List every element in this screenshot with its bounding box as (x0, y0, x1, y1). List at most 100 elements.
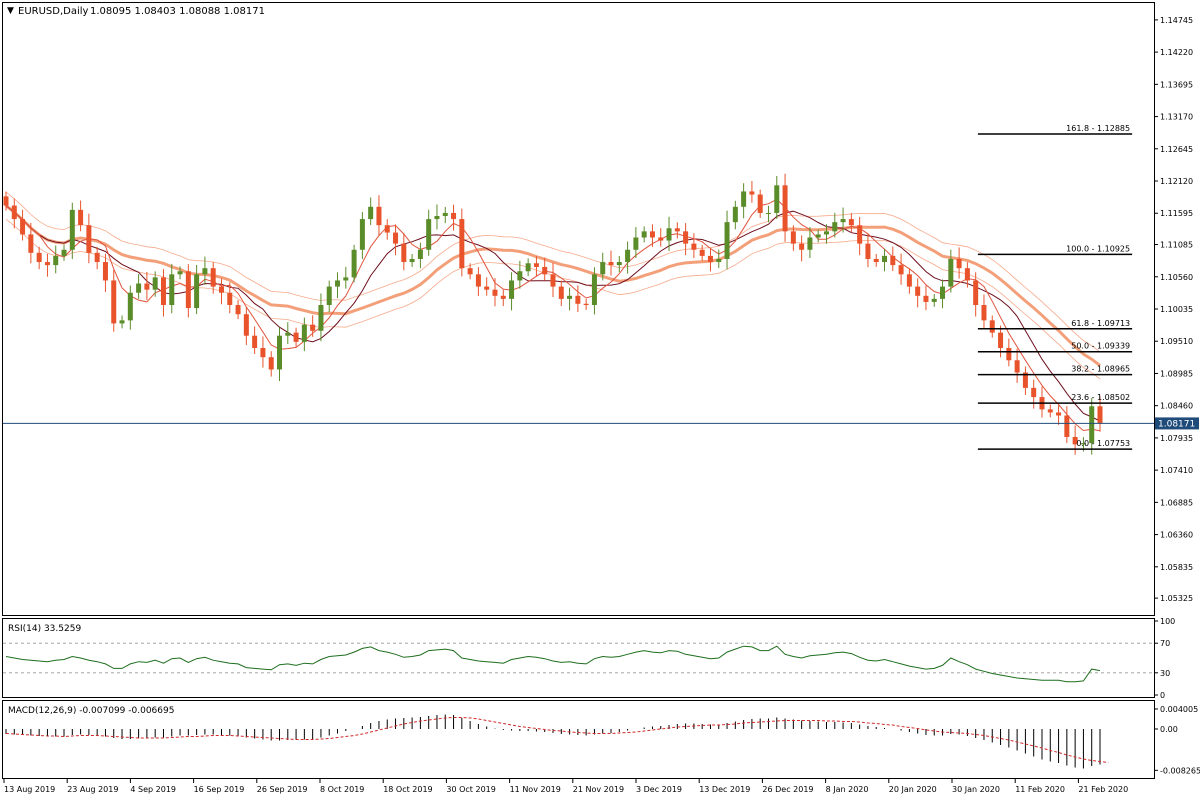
time-tick-label: 11 Nov 2019 (510, 785, 561, 794)
candle-body (857, 225, 863, 244)
rsi-tick-label: 70 (1160, 639, 1170, 648)
candle-body (625, 249, 631, 263)
price-tick-label: 1.12645 (1160, 145, 1193, 154)
price-tick-label: 1.12120 (1160, 177, 1193, 186)
fib-level-label: 0.0 - 1.07753 (1076, 439, 1130, 448)
candle-body (243, 314, 249, 336)
candle-body (343, 277, 349, 281)
candle-body (699, 249, 705, 256)
rsi-tick-label: 0 (1160, 691, 1165, 700)
candle-body (268, 357, 274, 370)
time-tick-label: 16 Sep 2019 (194, 785, 245, 794)
candle-body (765, 212, 771, 214)
time-tick-label: 21 Feb 2020 (1078, 785, 1128, 794)
candle-body (525, 263, 531, 272)
candle-body (368, 206, 374, 220)
rsi-tick-label: 30 (1160, 669, 1170, 678)
candle-body (832, 222, 838, 232)
moving-average-lines (5, 191, 1101, 432)
candle-body (152, 277, 158, 290)
candle-body (36, 252, 42, 263)
time-tick-label: 11 Feb 2020 (1015, 785, 1065, 794)
candle-body (542, 266, 548, 275)
candle-body (20, 219, 26, 235)
candle-body (500, 295, 506, 299)
candle-body (741, 191, 747, 207)
time-tick-label: 21 Nov 2019 (573, 785, 624, 794)
candle-body (981, 305, 987, 321)
candle-body (185, 271, 191, 309)
candle-body (774, 185, 780, 213)
candle-body (202, 268, 208, 275)
candle-body (732, 206, 738, 223)
candle-body (1089, 406, 1095, 444)
current-price-box (1155, 417, 1199, 430)
time-tick-label: 8 Jan 2020 (826, 785, 869, 794)
symbol-title: EURUSD,Daily (18, 6, 89, 17)
candle-body (467, 268, 473, 275)
macd-panel-frame (2, 700, 1155, 779)
candle-body (840, 219, 846, 223)
time-tick-label: 26 Sep 2019 (257, 785, 308, 794)
price-tick-label: 1.06360 (1160, 531, 1193, 540)
time-axis: 13 Aug 2019 23 Aug 2019 4 Sep 2019 16 Sep 2… (3, 779, 1128, 794)
candle-body (989, 320, 995, 333)
current-price-label: 1.08171 (1158, 419, 1195, 429)
candle-body (550, 274, 556, 287)
time-tick-label: 30 Jan 2020 (952, 785, 1000, 794)
candle-body (956, 258, 962, 269)
candle-body (931, 298, 937, 302)
candle-body (608, 262, 614, 266)
candle-body (44, 262, 50, 266)
price-tick-label: 1.07410 (1160, 466, 1193, 475)
upper-band-line (5, 191, 1101, 353)
candle-body (1072, 436, 1078, 445)
candle-body (94, 252, 100, 263)
candle-body (318, 305, 324, 331)
candle-body (575, 295, 581, 304)
collapse-arrow-icon[interactable]: ▼ (7, 6, 14, 16)
ohlc-readout: 1.08095 1.08403 1.08088 1.08171 (90, 6, 265, 17)
candle-body (235, 305, 241, 315)
candle-body (790, 231, 796, 244)
candle-body (61, 249, 67, 256)
candle-body (177, 271, 183, 275)
candle-body (277, 335, 282, 370)
candle-body (757, 194, 763, 213)
candle-body (451, 212, 457, 220)
candle-body (3, 196, 9, 206)
candle-body (517, 271, 523, 281)
candle-body (915, 286, 921, 296)
candle-body (393, 232, 399, 244)
candle-body (53, 255, 59, 266)
price-tick-label: 1.11085 (1160, 241, 1193, 250)
price-tick-label: 1.07935 (1160, 434, 1193, 443)
candle-body (434, 216, 440, 220)
price-tick-label: 1.09510 (1160, 337, 1193, 346)
candle-body (28, 234, 34, 253)
candle-body (335, 280, 341, 287)
candle-body (633, 237, 639, 250)
candle-body (11, 205, 17, 220)
candle-body (973, 280, 979, 306)
candle-body (1031, 387, 1037, 398)
candle-body (799, 243, 805, 250)
price-tick-label: 1.05325 (1160, 594, 1193, 603)
candle-body (583, 303, 589, 306)
candle-body (69, 209, 75, 250)
macd-tick-label: 0.004005 (1160, 705, 1198, 714)
candle-body (890, 255, 896, 266)
candle-body (1056, 412, 1062, 416)
candle-body (310, 324, 316, 331)
candle-body (683, 231, 689, 244)
candle-body (1064, 415, 1070, 437)
price-tick-label: 1.08460 (1160, 402, 1193, 411)
candle-body (127, 292, 133, 321)
macd-panel: 0.004005 0.00 -0.008265 (5, 705, 1200, 775)
time-tick-label: 13 Aug 2019 (4, 785, 55, 794)
price-tick-label: 1.10560 (1160, 273, 1193, 282)
rsi-title: RSI(14) 33.5259 (8, 624, 81, 634)
candle-body (260, 347, 266, 358)
